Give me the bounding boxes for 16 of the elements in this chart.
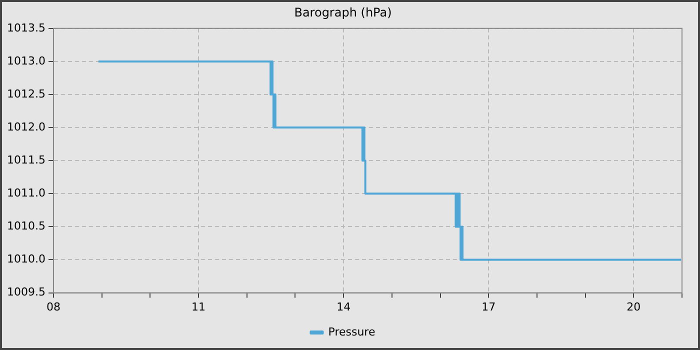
- y-tick-label: 1013.5: [6, 21, 46, 34]
- y-tick-label: 1009.5: [6, 286, 46, 299]
- y-tick-label: 1013.0: [6, 54, 46, 68]
- chart-title: Barograph (hPa): [294, 5, 392, 20]
- legend-label: Pressure: [328, 325, 376, 338]
- y-tick-label: 1011.0: [6, 186, 46, 200]
- y-tick-label: 1012.0: [6, 120, 46, 134]
- y-tick-label: 1010.0: [6, 252, 46, 266]
- x-tick-label: 20: [626, 300, 641, 314]
- y-tick-label: 1011.5: [6, 153, 46, 166]
- x-tick-label: 17: [482, 300, 496, 314]
- x-tick-label: 08: [46, 300, 60, 314]
- y-tick-label: 1010.5: [6, 220, 46, 233]
- x-tick-label: 14: [336, 300, 351, 314]
- x-tick-label: 11: [192, 300, 206, 314]
- y-tick-label: 1012.5: [6, 87, 46, 100]
